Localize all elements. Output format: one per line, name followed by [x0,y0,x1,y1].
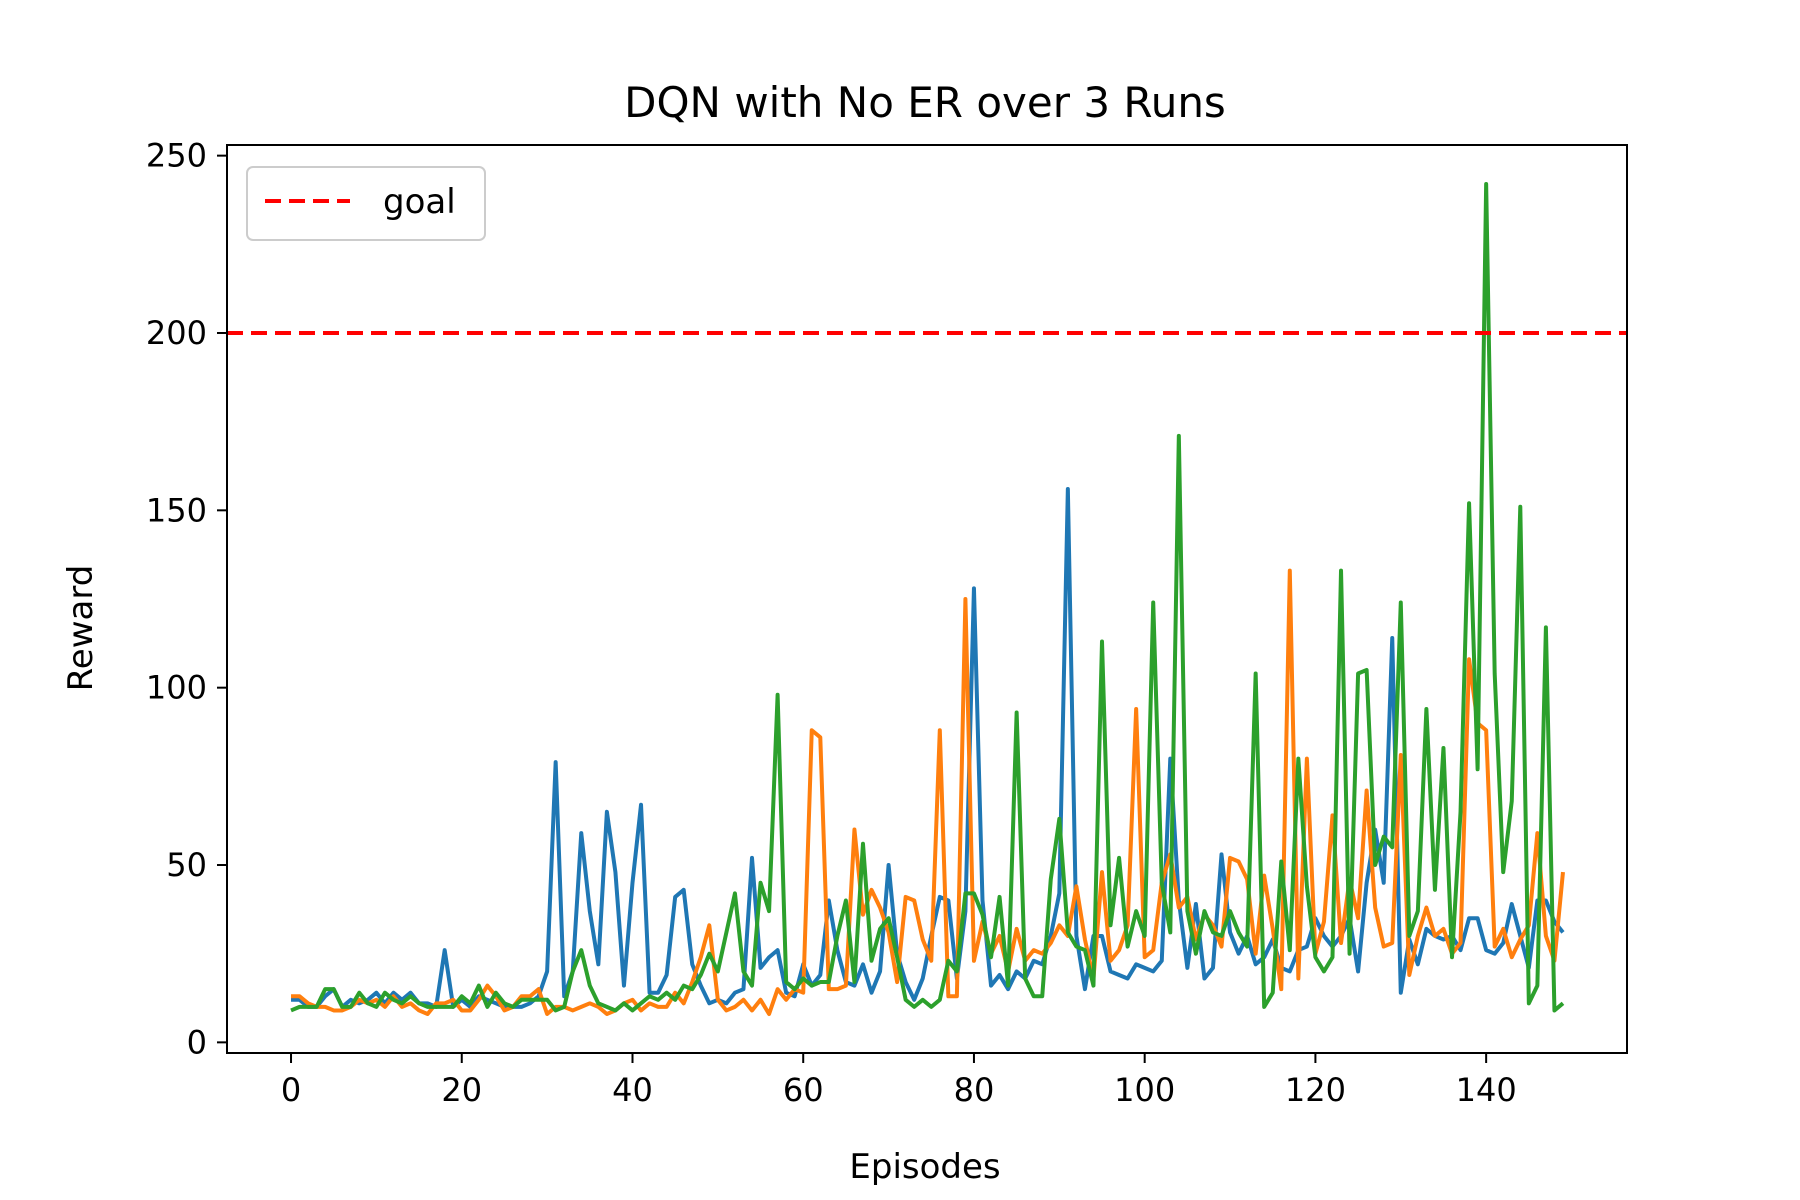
plot-area: 0 20 40 60 80 100 120 140 0 50 100 150 200 250 [146,137,1628,1109]
x-tick-label: 0 [281,1071,301,1109]
x-tick-label: 120 [1285,1071,1346,1109]
legend-box [246,166,486,241]
y-tick-label: 100 [146,669,207,707]
legend: goal [246,166,486,241]
x-tick-label: 100 [1114,1071,1175,1109]
y-axis-label: Reward [61,565,101,692]
x-axis-label: Episodes [849,1147,1000,1187]
x-tick-label: 140 [1456,1071,1517,1109]
chart-title: DQN with No ER over 3 Runs [624,78,1226,127]
x-tick-label: 60 [783,1071,824,1109]
x-tick-label: 40 [612,1071,653,1109]
series-line-3 [290,182,1565,1013]
legend-goal-label: goal [383,182,456,222]
y-tick-label: 200 [146,314,207,352]
y-tick-label: 150 [146,491,207,529]
y-tick-label: 250 [146,137,207,175]
x-tick-label: 20 [441,1071,482,1109]
axes-frame [226,144,1628,1054]
y-tick-label: 0 [187,1023,207,1061]
y-tick-label: 50 [166,846,207,884]
x-tick-label: 80 [954,1071,995,1109]
